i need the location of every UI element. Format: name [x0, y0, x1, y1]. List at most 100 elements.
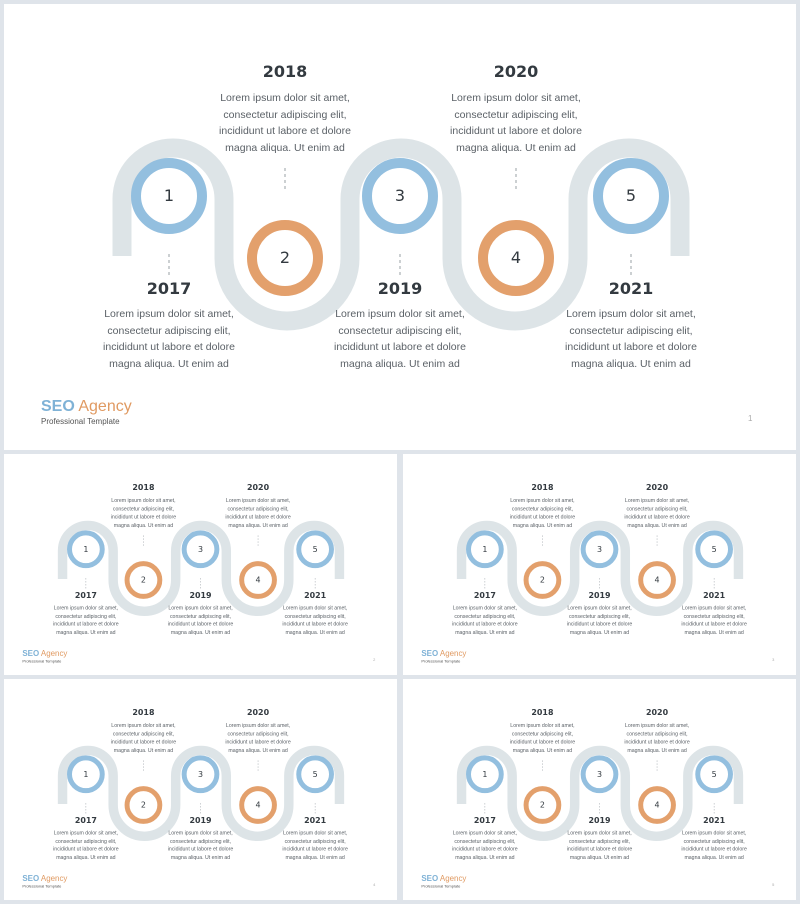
milestone-number-5: 5: [711, 544, 717, 554]
page-number: 4: [373, 882, 376, 887]
milestone-year-2019: 2019: [189, 590, 212, 600]
milestone-rings: [131, 158, 669, 296]
milestone-ring-4: [239, 561, 277, 599]
brand-logo: SEO Agency: [421, 650, 466, 659]
milestone-ring-3: [580, 755, 619, 794]
page-number: 2: [373, 657, 376, 662]
brand-logo: SEO Agency: [41, 398, 132, 416]
milestone-description-2: Lorem ipsum dolor sit amet, consectetur …: [509, 722, 576, 754]
milestone-description-3: Lorem ipsum dolor sit amet, consectetur …: [566, 829, 633, 861]
milestone-ring-5: [296, 530, 334, 569]
brand-name-agency: Agency: [439, 649, 467, 658]
page-number: 3: [772, 657, 775, 662]
milestone-rings: [466, 530, 733, 599]
thumbnail-slide[interactable]: 1 2017 Lorem ipsum dolor sit amet, consect…: [403, 454, 796, 675]
timeline-graphic: [456, 520, 744, 617]
milestone-ring-2: [124, 561, 163, 599]
thumbnail-slide[interactable]: 1 2017 Lorem ipsum dolor sit amet, consect…: [4, 454, 397, 675]
milestone-year-2019: 2019: [189, 815, 212, 825]
milestone-number-3: 3: [596, 544, 603, 554]
milestone-year-2019: 2019: [377, 279, 423, 298]
brand-logo: SEO Agency: [421, 875, 466, 884]
timeline-graphic: [57, 745, 345, 842]
milestone-rings: [67, 755, 334, 824]
milestone-number-1: 1: [482, 769, 488, 779]
milestone-description-4: Lorem ipsum dolor sit amet, consectetur …: [225, 722, 291, 754]
milestone-number-1: 1: [83, 769, 89, 779]
milestone-description-5: Lorem ipsum dolor sit amet, consectetur …: [681, 829, 747, 861]
milestone-ring-5: [593, 158, 669, 234]
milestone-year-2021: 2021: [304, 590, 327, 600]
milestone-ring-5: [695, 530, 733, 569]
milestone-description-2: Lorem ipsum dolor sit amet, consectetur …: [110, 497, 177, 529]
thumbnail-slide[interactable]: 1 2017 Lorem ipsum dolor sit amet, consect…: [403, 679, 796, 900]
milestone-year-2019: 2019: [588, 815, 611, 825]
connector-dashes: [85, 760, 316, 815]
milestone-ring-3: [181, 755, 220, 794]
milestone-description-5: Lorem ipsum dolor sit amet, consectetur …: [282, 604, 348, 636]
milestone-ring-2: [523, 786, 562, 824]
milestone-description-5: Lorem ipsum dolor sit amet, consectetur …: [681, 604, 747, 636]
milestone-number-3: 3: [394, 186, 406, 205]
milestone-description-5: Lorem ipsum dolor sit amet, consectetur …: [565, 308, 697, 370]
milestone-description-2: Lorem ipsum dolor sit amet, consectetur …: [509, 497, 576, 529]
milestone-year-2018: 2018: [531, 482, 554, 493]
milestone-ring-1: [67, 530, 105, 569]
milestone-number-2: 2: [140, 800, 146, 810]
milestone-description-3: Lorem ipsum dolor sit amet, consectetur …: [566, 604, 633, 636]
milestone-ring-4: [239, 786, 277, 824]
slide-content: 1 2017 Lorem ipsum dolor sit amet, consect…: [4, 4, 796, 450]
brand-name-agency: Agency: [40, 649, 68, 658]
brand-tagline: Professional Template: [22, 658, 62, 664]
milestone-number-5: 5: [625, 186, 637, 205]
milestone-ring-1: [466, 530, 504, 569]
milestone-ring-3: [580, 530, 619, 569]
milestone-number-4: 4: [255, 575, 261, 585]
page-number: 5: [772, 882, 775, 887]
milestone-number-2: 2: [539, 800, 545, 810]
brand-logo: SEO Agency: [22, 650, 67, 659]
milestone-year-2017: 2017: [146, 279, 192, 298]
milestone-year-2017: 2017: [473, 590, 496, 600]
milestone-description-5: Lorem ipsum dolor sit amet, consectetur …: [282, 829, 348, 861]
milestone-year-2017: 2017: [473, 815, 496, 825]
milestone-description-4: Lorem ipsum dolor sit amet, consectetur …: [624, 722, 690, 754]
timeline-track: [456, 745, 744, 842]
brand-name-seo: SEO: [22, 874, 40, 883]
brand-name-agency: Agency: [439, 874, 467, 883]
milestone-description-4: Lorem ipsum dolor sit amet, consectetur …: [450, 92, 582, 154]
milestone-year-2021: 2021: [703, 590, 726, 600]
milestone-year-2020: 2020: [646, 482, 669, 493]
slide-content: 1 2017 Lorem ipsum dolor sit amet, consect…: [403, 454, 796, 675]
milestone-number-5: 5: [711, 769, 717, 779]
milestone-description-2: Lorem ipsum dolor sit amet, consectetur …: [219, 92, 351, 154]
milestone-description-1: Lorem ipsum dolor sit amet, consectetur …: [452, 604, 518, 636]
milestone-ring-3: [181, 530, 220, 569]
brand-name-seo: SEO: [22, 649, 40, 658]
milestone-ring-2: [247, 220, 323, 296]
milestone-number-4: 4: [510, 248, 522, 267]
main-slide: 1 2017 Lorem ipsum dolor sit amet, consect…: [4, 4, 796, 450]
timeline-graphic: [57, 520, 345, 617]
milestone-ring-1: [131, 158, 207, 234]
connector-dashes: [85, 535, 316, 590]
milestone-year-2017: 2017: [74, 815, 97, 825]
brand-name-seo: SEO: [41, 398, 75, 415]
brand-name-agency: Agency: [40, 874, 68, 883]
milestone-year-2018: 2018: [531, 707, 554, 718]
brand-name-seo: SEO: [421, 874, 439, 883]
brand-name-agency: Agency: [78, 398, 132, 415]
timeline-track: [112, 138, 690, 331]
milestone-year-2021: 2021: [608, 279, 654, 298]
milestone-year-2020: 2020: [247, 707, 270, 718]
milestone-year-2021: 2021: [304, 815, 327, 825]
milestone-ring-4: [638, 786, 676, 824]
milestone-ring-4: [478, 220, 554, 296]
milestone-description-1: Lorem ipsum dolor sit amet, consectetur …: [53, 829, 119, 861]
brand-tagline: Professional Template: [41, 417, 120, 426]
thumbnail-slide[interactable]: 1 2017 Lorem ipsum dolor sit amet, consect…: [4, 679, 397, 900]
timeline-track: [57, 745, 345, 842]
milestone-number-4: 4: [654, 575, 660, 585]
timeline-graphic: [112, 138, 690, 331]
milestone-ring-1: [466, 755, 504, 794]
